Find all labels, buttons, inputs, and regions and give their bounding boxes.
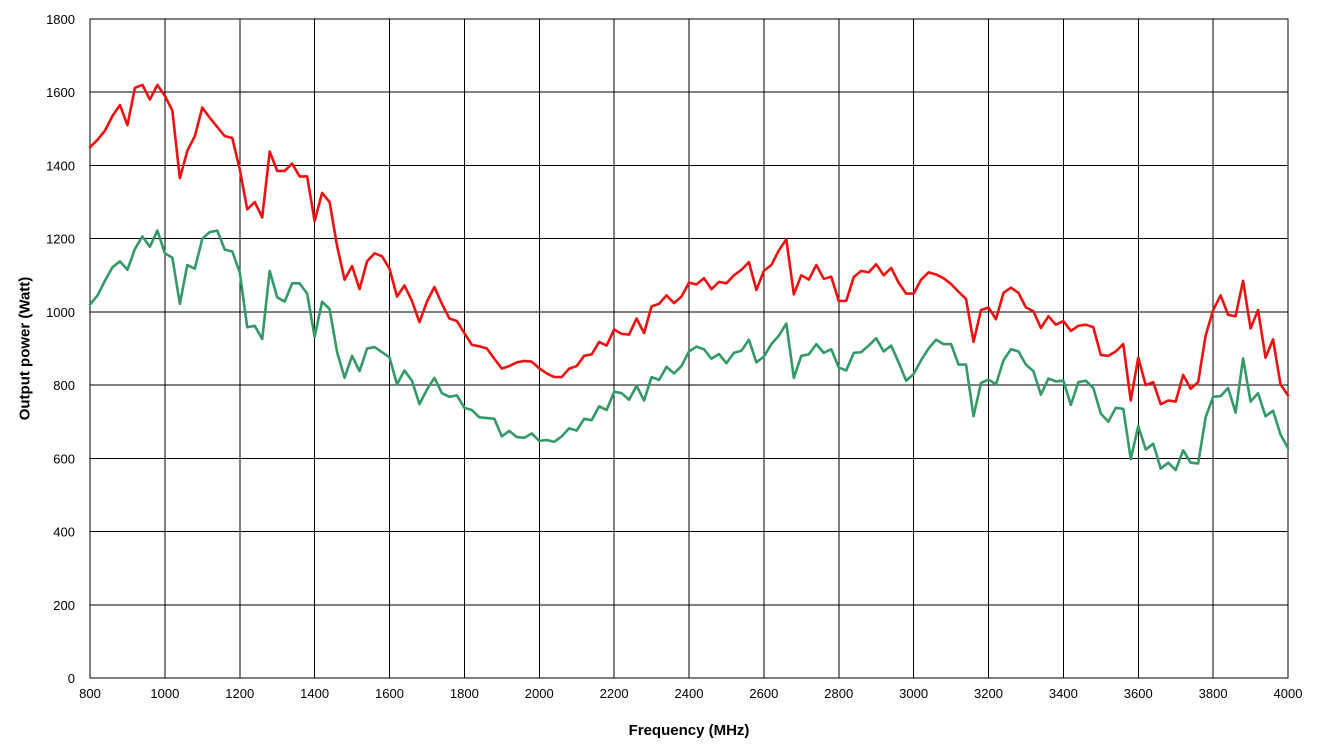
x-tick-label-13: 3400	[1049, 686, 1078, 701]
series-line-1	[88, 83, 1290, 406]
y-tick-label-2: 400	[53, 525, 75, 540]
x-tick-label-5: 1800	[450, 686, 479, 701]
y-tick-label-5: 1000	[46, 305, 75, 320]
y-tick-label-3: 600	[53, 451, 75, 466]
y-tick-label-0: 0	[68, 671, 75, 686]
y-axis-title: Output power (Watt)	[16, 277, 33, 421]
plot-area-frame	[89, 18, 1289, 679]
x-tick-label-16: 4000	[1274, 686, 1303, 701]
y-tick-label-6: 1200	[46, 232, 75, 247]
x-axis-title: Frequency (MHz)	[629, 722, 750, 739]
x-tick-label-14: 3600	[1124, 686, 1153, 701]
series-line-2	[88, 229, 1290, 472]
x-tick-label-2: 1200	[225, 686, 254, 701]
x-tick-label-1: 1000	[150, 686, 179, 701]
x-tick-label-10: 2800	[824, 686, 853, 701]
x-tick-label-6: 2000	[525, 686, 554, 701]
data-series	[88, 83, 1290, 472]
y-tick-label-8: 1600	[46, 85, 75, 100]
y-tick-label-9: 1800	[46, 12, 75, 27]
grid-lines	[90, 19, 1288, 678]
y-tick-label-4: 800	[53, 378, 75, 393]
x-tick-label-9: 2600	[749, 686, 778, 701]
y-tick-label-7: 1400	[46, 158, 75, 173]
x-tick-label-0: 800	[79, 686, 101, 701]
x-tick-label-7: 2200	[600, 686, 629, 701]
x-axis-tick-labels: 800 1000 1200 1400 1600 1800 2000 2200 2400 2600 2…	[79, 686, 1302, 701]
x-tick-label-8: 2400	[675, 686, 704, 701]
y-axis-tick-labels: 0 200 400 600 800 1000 1200 1400 1600 1800	[46, 12, 75, 686]
x-tick-label-4: 1600	[375, 686, 404, 701]
x-tick-label-11: 3000	[899, 686, 928, 701]
x-tick-label-15: 3800	[1199, 686, 1228, 701]
x-tick-label-3: 1400	[300, 686, 329, 701]
x-tick-label-12: 3200	[974, 686, 1003, 701]
y-tick-label-1: 200	[53, 598, 75, 613]
